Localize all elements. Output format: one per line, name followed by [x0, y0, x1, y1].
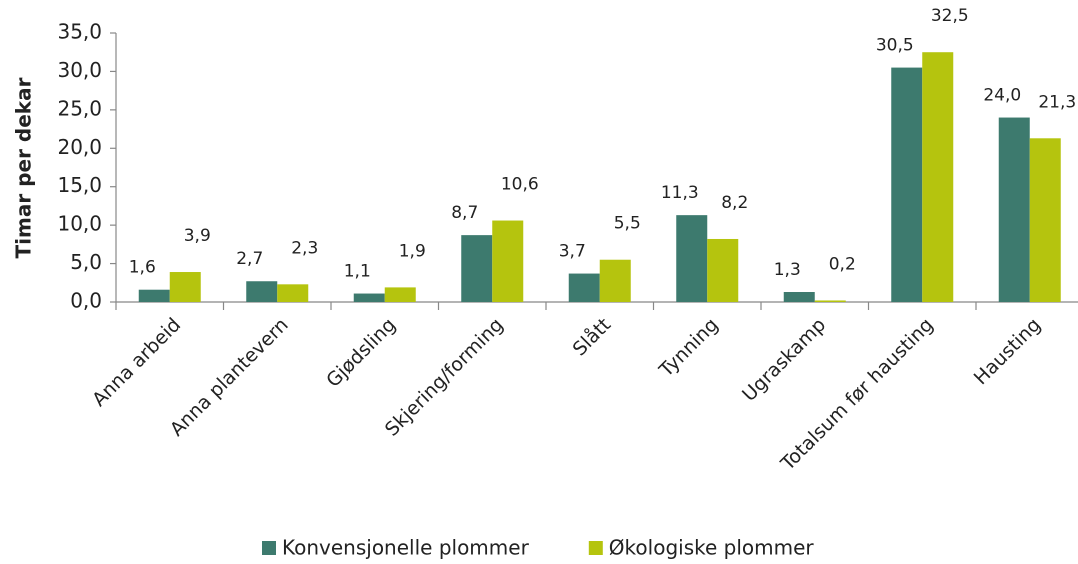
bar: [277, 284, 309, 302]
y-tick-label: 10,0: [57, 212, 102, 236]
bar: [568, 273, 600, 302]
legend-label: Konvensjonelle plommer: [282, 536, 530, 560]
bar: [998, 117, 1030, 303]
bar: [138, 289, 170, 302]
bar: [1029, 138, 1061, 302]
bar: [676, 215, 708, 302]
value-label: 30,5: [876, 36, 914, 56]
legend-swatch: [262, 541, 276, 555]
value-label: 8,2: [721, 193, 748, 213]
x-tick-label: Gjødsling: [322, 314, 400, 392]
y-tick-label: 35,0: [57, 20, 102, 44]
x-tick-label: Slått: [568, 313, 615, 360]
bar: [246, 281, 278, 302]
bar: [461, 235, 493, 302]
bar: [707, 238, 739, 302]
y-axis-label: Timar per dekar: [12, 77, 36, 258]
value-label: 3,9: [184, 226, 211, 246]
bar: [599, 259, 631, 302]
value-label: 2,3: [291, 238, 318, 258]
bar: [814, 300, 846, 302]
bar: [891, 67, 923, 302]
value-label: 1,1: [344, 262, 371, 282]
value-label: 5,5: [614, 214, 641, 234]
bar: [169, 272, 201, 302]
x-tick-label: Ugraskamp: [738, 314, 830, 406]
value-label: 32,5: [931, 6, 969, 26]
value-label: 21,3: [1038, 92, 1076, 112]
value-label: 8,7: [451, 203, 478, 223]
value-label: 10,6: [501, 175, 539, 195]
x-tick-label: Skjering/forming: [381, 314, 508, 441]
y-tick-label: 25,0: [57, 96, 102, 120]
value-label: 1,9: [399, 241, 426, 261]
value-label: 0,2: [829, 254, 856, 274]
bar: [922, 52, 954, 302]
bar: [783, 292, 815, 302]
value-label: 1,6: [129, 258, 156, 278]
x-tick-label: Tynning: [655, 314, 723, 382]
x-tick-label: Anna arbeid: [88, 314, 185, 411]
bar: [384, 287, 416, 302]
y-tick-label: 30,0: [57, 58, 102, 82]
y-tick-label: 20,0: [57, 135, 102, 159]
y-tick-label: 5,0: [70, 250, 102, 274]
bar: [492, 220, 524, 302]
bar: [353, 293, 385, 302]
value-label: 3,7: [559, 242, 586, 262]
value-label: 2,7: [236, 249, 263, 269]
value-label: 1,3: [774, 260, 801, 280]
x-tick-label: Hausting: [970, 314, 1045, 389]
legend-swatch: [588, 541, 603, 555]
y-tick-label: 0,0: [70, 289, 102, 313]
x-tick-label: Anna plantevern: [166, 314, 293, 441]
value-label: 24,0: [983, 86, 1021, 106]
y-tick-label: 15,0: [57, 173, 102, 197]
value-label: 11,3: [661, 183, 699, 203]
legend-label: Økologiske plommer: [609, 536, 815, 560]
